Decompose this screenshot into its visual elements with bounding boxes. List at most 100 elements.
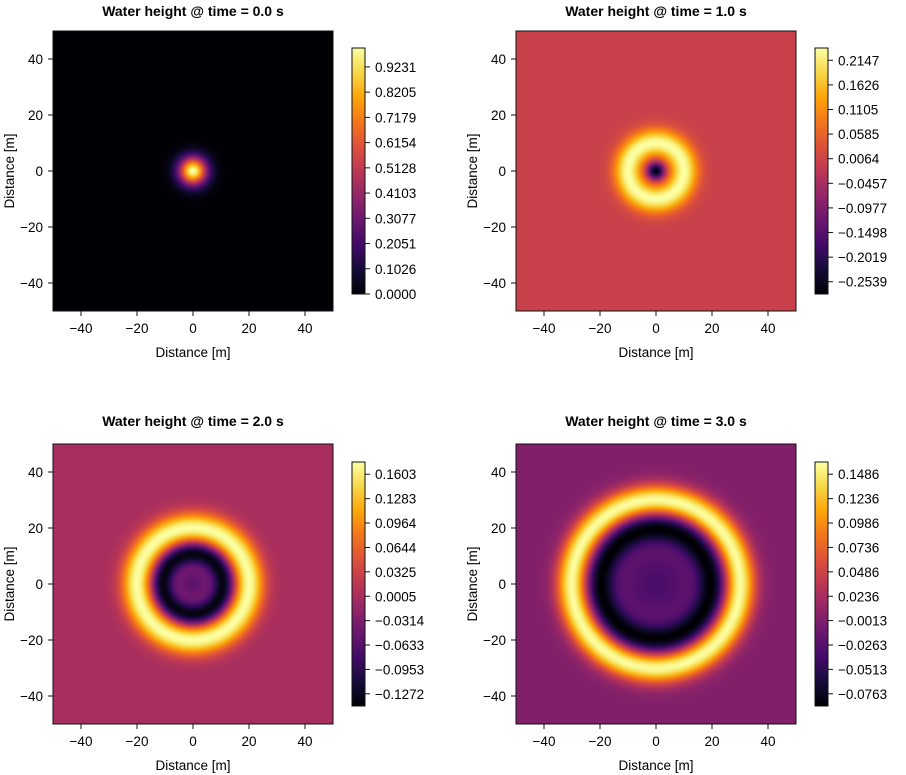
colorbar-tick-label: 0.0736 [838,540,879,555]
colorbar-tick-label: −0.0314 [375,614,425,629]
colorbar-tick-label: 0.0986 [838,516,879,531]
x-tick-label: −40 [70,321,93,336]
colorbar-tick-label: −0.0953 [375,662,424,677]
y-tick-label: 0 [498,164,506,179]
x-axis-label: Distance [m] [155,758,230,773]
colorbar-tick-label: 0.0964 [375,516,417,531]
colorbar-tick-label: 0.1486 [838,467,879,482]
x-tick-label: −20 [126,321,149,336]
colorbar-tick-label: 0.7179 [375,110,416,125]
colorbar-tick-label: 0.4103 [375,186,416,201]
colorbar [351,47,366,295]
y-tick-label: −20 [483,633,506,648]
x-tick-label: −40 [70,734,93,749]
y-tick-label: 0 [35,577,43,592]
x-tick-label: 0 [652,321,660,336]
y-tick-label: 40 [491,52,506,67]
y-tick-label: −40 [483,276,506,291]
colorbar-tick-label: −0.2539 [838,275,887,290]
panel-title: Water height @ time = 3.0 s [565,413,747,429]
colorbar [351,461,366,707]
colorbar-tick-label: 0.0486 [838,565,879,580]
x-tick-label: 0 [652,734,660,749]
colorbar-tick-label: 0.5128 [375,161,416,176]
x-tick-label: 40 [297,321,312,336]
panel-0: Water height @ time = 0.0 s −40 −20 0 20 40 40… [2,3,417,360]
y-axis-label: Distance [m] [2,546,17,621]
colorbar-tick-label: 0.1283 [375,492,416,507]
y-tick-label: −20 [483,220,506,235]
colorbar-tick-label: 0.6154 [375,136,417,151]
colorbar-tick-label: 0.3077 [375,211,416,226]
panel-title: Water height @ time = 1.0 s [565,3,747,19]
y-tick-label: −40 [483,689,506,704]
colorbar-tick-label: 0.0000 [375,287,416,302]
colorbar-tick-label: 0.1626 [838,78,879,93]
y-tick-label: 20 [491,521,506,536]
colorbar-tick-label: 0.1236 [838,492,879,507]
heatmap-field [516,444,796,724]
y-tick-label: 40 [28,52,43,67]
colorbar-tick-label: −0.1272 [375,687,424,702]
x-tick-label: 20 [704,321,719,336]
y-axis-label: Distance [m] [2,133,17,208]
colorbar-tick-label: −0.2019 [838,250,887,265]
colorbar-tick-label: 0.0325 [375,565,416,580]
colorbar-tick-label: 0.0644 [375,540,417,555]
colorbar-tick-label: 0.0005 [375,589,416,604]
colorbar-tick-label: 0.0585 [838,127,879,142]
y-tick-label: −20 [20,220,43,235]
panel-2: Water height @ time = 2.0 s −40 −20 0 20 40 40… [2,413,425,773]
heatmap-field [53,31,333,311]
heatmap-field [516,31,796,311]
x-axis-label: Distance [m] [618,758,693,773]
colorbar-tick-label: 0.1105 [838,103,878,118]
colorbar-tick-label: −0.0513 [838,662,887,677]
colorbar-tick-label: −0.0263 [838,638,887,653]
x-axis-label: Distance [m] [155,345,230,360]
panel-title: Water height @ time = 2.0 s [102,413,284,429]
colorbar-tick-label: 0.8205 [375,85,416,100]
x-tick-label: 40 [760,321,775,336]
y-tick-label: 0 [498,577,506,592]
colorbar-tick-label: −0.0633 [375,638,424,653]
colorbar-tick-label: −0.1498 [838,226,887,241]
colorbar-tick-label: 0.2147 [838,53,879,68]
x-tick-label: 40 [760,734,775,749]
colorbar-tick-label: 0.9231 [375,60,416,75]
colorbar-tick-label: −0.0013 [838,614,887,629]
panel-title: Water height @ time = 0.0 s [102,3,284,19]
colorbar-tick-label: 0.0236 [838,589,879,604]
x-tick-label: 0 [189,734,197,749]
y-tick-label: 20 [28,521,43,536]
colorbar-tick-label: −0.0457 [838,176,887,191]
y-tick-label: 0 [35,164,43,179]
x-tick-label: 20 [241,734,256,749]
y-tick-label: 20 [491,108,506,123]
colorbar-tick-label: 0.1026 [375,262,416,277]
x-tick-label: −20 [126,734,149,749]
x-tick-label: −40 [533,734,556,749]
x-tick-label: −20 [589,734,612,749]
y-tick-label: 40 [491,465,506,480]
y-axis-label: Distance [m] [465,546,480,621]
panel-3: Water height @ time = 3.0 s −40 −20 0 20 40 40… [465,413,887,773]
y-axis-label: Distance [m] [465,133,480,208]
x-tick-label: −20 [589,321,612,336]
colorbar-tick-label: 0.1603 [375,467,416,482]
colorbar-tick-label: −0.0763 [838,687,887,702]
colorbar-tick-label: 0.2051 [375,237,416,252]
x-tick-label: −40 [533,321,556,336]
y-tick-label: −20 [20,633,43,648]
heatmap-field [53,444,333,724]
x-tick-label: 20 [241,321,256,336]
y-tick-label: 40 [28,465,43,480]
colorbar [814,47,829,295]
colorbar [814,461,829,707]
colorbar-tick-label: −0.0977 [838,201,887,216]
colorbar-tick-label: 0.0064 [838,152,880,167]
x-tick-label: 20 [704,734,719,749]
y-tick-label: 20 [28,108,43,123]
y-tick-label: −40 [20,689,43,704]
y-tick-label: −40 [20,276,43,291]
